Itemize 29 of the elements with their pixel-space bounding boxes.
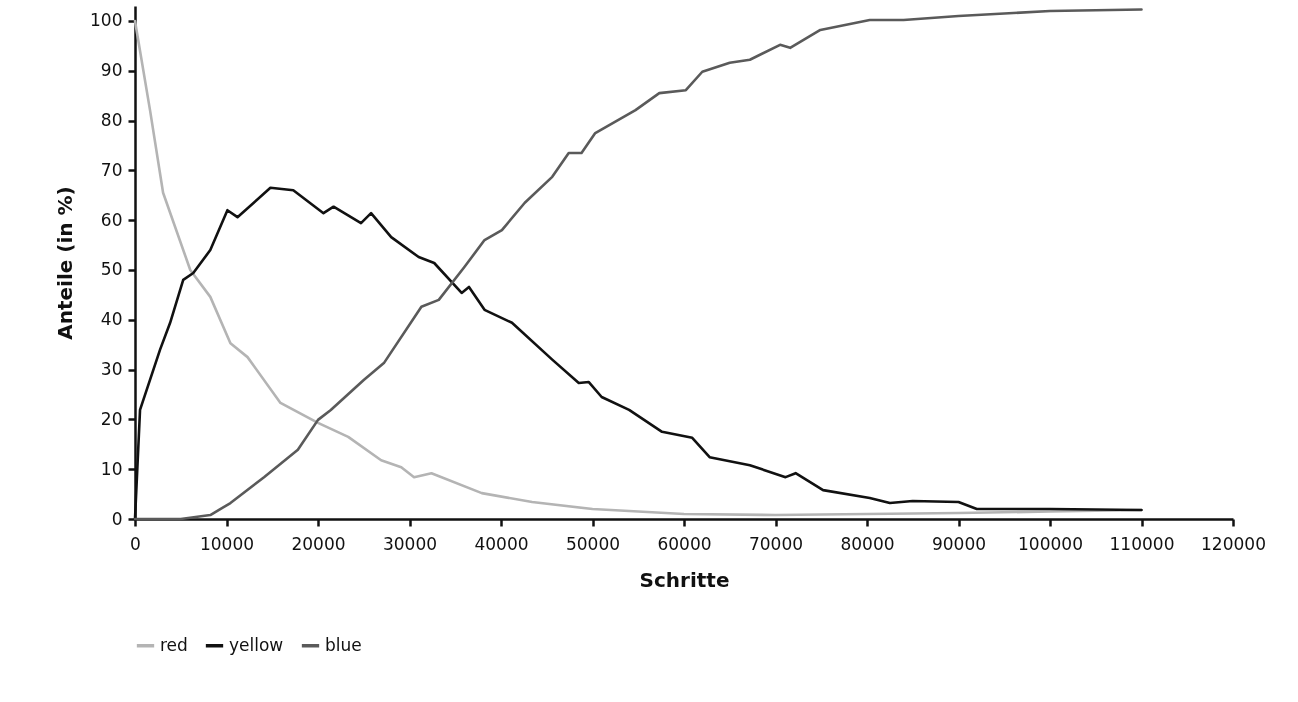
x-tick-label: 90000 (931, 533, 987, 554)
y-tick-label: 90 (100, 60, 123, 81)
legend-label: yellow (229, 634, 284, 655)
x-tick-label: 40000 (474, 533, 529, 554)
y-tick-label: 70 (100, 159, 123, 180)
x-axis-title: Schritte (639, 567, 730, 592)
y-tick-label: 40 (100, 309, 123, 330)
x-tick-label: 110000 (1109, 533, 1175, 554)
y-tick-label: 50 (100, 259, 123, 280)
x-tick-label: 80000 (840, 533, 895, 554)
y-tick-label: 60 (100, 209, 123, 230)
x-tick-label: 60000 (657, 533, 712, 554)
x-tick-label: 100000 (1018, 533, 1083, 554)
y-tick-label: 30 (100, 359, 123, 380)
y-tick-label: 20 (100, 408, 123, 429)
x-tick-label: 50000 (565, 533, 621, 554)
x-tick-label: 20000 (291, 533, 346, 554)
y-tick-label: 0 (111, 508, 123, 529)
x-tick-label: 70000 (748, 533, 804, 554)
x-tick-label: 120000 (1201, 533, 1266, 554)
x-tick-label: 0 (130, 533, 141, 554)
legend-label: blue (325, 634, 362, 655)
x-tick-label: 30000 (382, 533, 438, 554)
y-tick-label: 100 (90, 10, 123, 31)
y-tick-label: 10 (100, 458, 123, 479)
x-tick-label: 10000 (199, 533, 255, 554)
y-tick-label: 80 (100, 110, 123, 131)
legend-label: red (160, 634, 188, 655)
y-axis-title: Anteile (in %) (53, 186, 78, 340)
